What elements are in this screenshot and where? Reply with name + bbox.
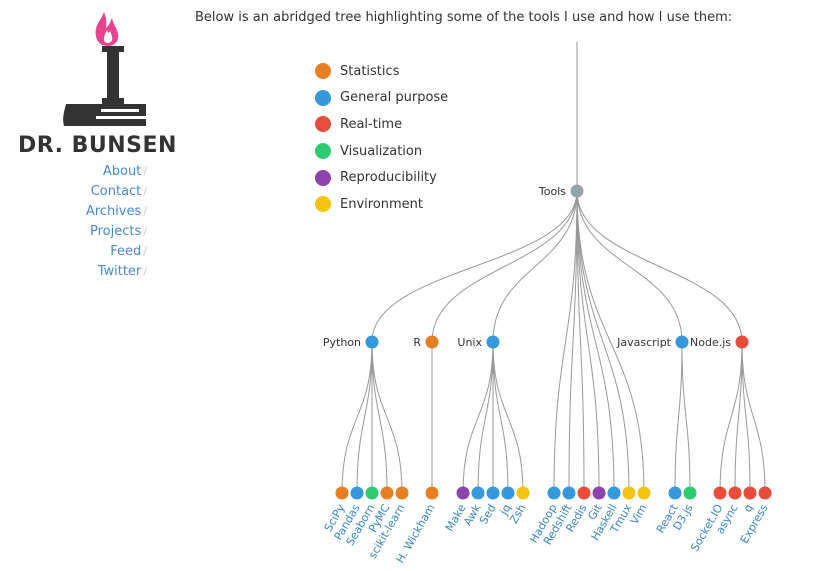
tree-leaf-node[interactable]: [758, 486, 772, 500]
tree-branch-node[interactable]: [365, 335, 379, 349]
legend-label: Real-time: [340, 116, 403, 132]
legend-item: Visualization: [315, 138, 448, 165]
branch-label: Python: [323, 336, 361, 349]
legend-swatch: [315, 143, 331, 160]
tree-leaf-node[interactable]: [516, 486, 530, 500]
tree-link: [462, 341, 494, 494]
tree-link: [356, 341, 373, 494]
tree-leaf-node[interactable]: [425, 486, 439, 500]
tree-leaf-node[interactable]: [350, 486, 364, 500]
tree-leaf-node[interactable]: [592, 486, 606, 500]
branch-label: R: [413, 336, 421, 349]
tree-link: [492, 190, 578, 343]
site-nav: AboutContactArchivesProjectsFeedTwitter: [86, 162, 147, 282]
tree-link: [492, 341, 524, 494]
tree-link: [553, 190, 578, 494]
tree-link: [492, 341, 509, 494]
tree-branch-node[interactable]: [675, 335, 689, 349]
legend-swatch: [315, 169, 331, 186]
tree-leaf-node[interactable]: [471, 486, 485, 500]
branch-label: Javascript: [616, 336, 672, 349]
tree-link: [576, 190, 630, 494]
tree-root-node[interactable]: [570, 184, 584, 198]
tree-leaf-node[interactable]: [577, 486, 591, 500]
tree-link: [576, 190, 615, 494]
legend-item: Statistics: [315, 58, 448, 85]
legend-label: General purpose: [340, 90, 449, 106]
legend-swatch: [315, 63, 331, 80]
tree-leaf-node[interactable]: [683, 486, 697, 500]
flame-icon: [95, 12, 119, 46]
tree-link: [741, 341, 766, 494]
tree-leaf-node[interactable]: [486, 486, 500, 500]
legend-label: Environment: [340, 196, 424, 212]
tree-link: [734, 341, 743, 494]
tree-branch-node[interactable]: [425, 335, 439, 349]
nav-projects[interactable]: Projects: [86, 222, 147, 242]
tree-link: [568, 190, 578, 494]
nav-about[interactable]: About: [86, 162, 147, 182]
legend: Statistics General purpose Real-time Visual…: [315, 58, 448, 218]
tree-link: [576, 190, 743, 343]
tree-leaf-node[interactable]: [622, 486, 636, 500]
tree-link: [681, 341, 691, 494]
tree-link: [341, 341, 373, 494]
legend-swatch: [315, 116, 331, 133]
tree-leaf-node[interactable]: [743, 486, 757, 500]
tree-link: [576, 190, 585, 494]
legend-label: Visualization: [340, 143, 423, 159]
legend-swatch: [315, 196, 331, 213]
tree-link: [431, 190, 578, 343]
tree-link: [741, 341, 751, 494]
nav-feed[interactable]: Feed: [86, 242, 147, 262]
tree-links: [341, 42, 766, 494]
bunsen-burner-logo: [63, 12, 147, 126]
nav-twitter[interactable]: Twitter: [86, 262, 147, 282]
tree-leaf-node[interactable]: [365, 486, 379, 500]
tree-leaf-node[interactable]: [501, 486, 515, 500]
tree-leaf-node[interactable]: [335, 486, 349, 500]
intro-text: Below is an abridged tree highlighting s…: [195, 10, 733, 25]
nav-contact[interactable]: Contact: [86, 182, 147, 202]
tree-link: [371, 341, 388, 494]
nav-archives[interactable]: Archives: [86, 202, 147, 222]
legend-item: General purpose: [315, 85, 448, 112]
leaf-label: Vim: [628, 502, 650, 527]
legend-item: Environment: [315, 191, 448, 218]
tree-link: [371, 190, 578, 343]
site-brand[interactable]: DR. BUNSEN: [18, 133, 177, 158]
tree-link: [576, 190, 600, 494]
tree-leaf-node[interactable]: [380, 486, 394, 500]
tree-link: [674, 341, 683, 494]
tree-leaf-node[interactable]: [395, 486, 409, 500]
leaf-label: Sed: [477, 502, 499, 526]
tree-link: [477, 341, 494, 494]
legend-swatch: [315, 89, 331, 106]
tree-leaf-node[interactable]: [456, 486, 470, 500]
tree-link: [576, 190, 683, 343]
legend-item: Real-time: [315, 111, 448, 138]
legend-label: Statistics: [340, 63, 400, 79]
tree-link: [576, 190, 645, 494]
root-label: Tools: [538, 185, 566, 198]
tree-leaf-node[interactable]: [668, 486, 682, 500]
tree-leaf-node[interactable]: [562, 486, 576, 500]
tree-leaf-node[interactable]: [547, 486, 561, 500]
tree-branch-node[interactable]: [735, 335, 749, 349]
legend-label: Reproducibility: [340, 170, 437, 186]
branch-label: Unix: [457, 336, 482, 349]
tree-branch-node[interactable]: [486, 335, 500, 349]
legend-item: Reproducibility: [315, 164, 448, 191]
tree-leaf-node[interactable]: [713, 486, 727, 500]
tree-leaf-node[interactable]: [637, 486, 651, 500]
tree-link: [719, 341, 743, 494]
branch-label: Node.js: [690, 336, 731, 349]
leaf-label: Zsh: [507, 502, 528, 526]
tree-leaf-node[interactable]: [607, 486, 621, 500]
tree-leaf-node[interactable]: [728, 486, 742, 500]
tree-link: [371, 341, 403, 494]
